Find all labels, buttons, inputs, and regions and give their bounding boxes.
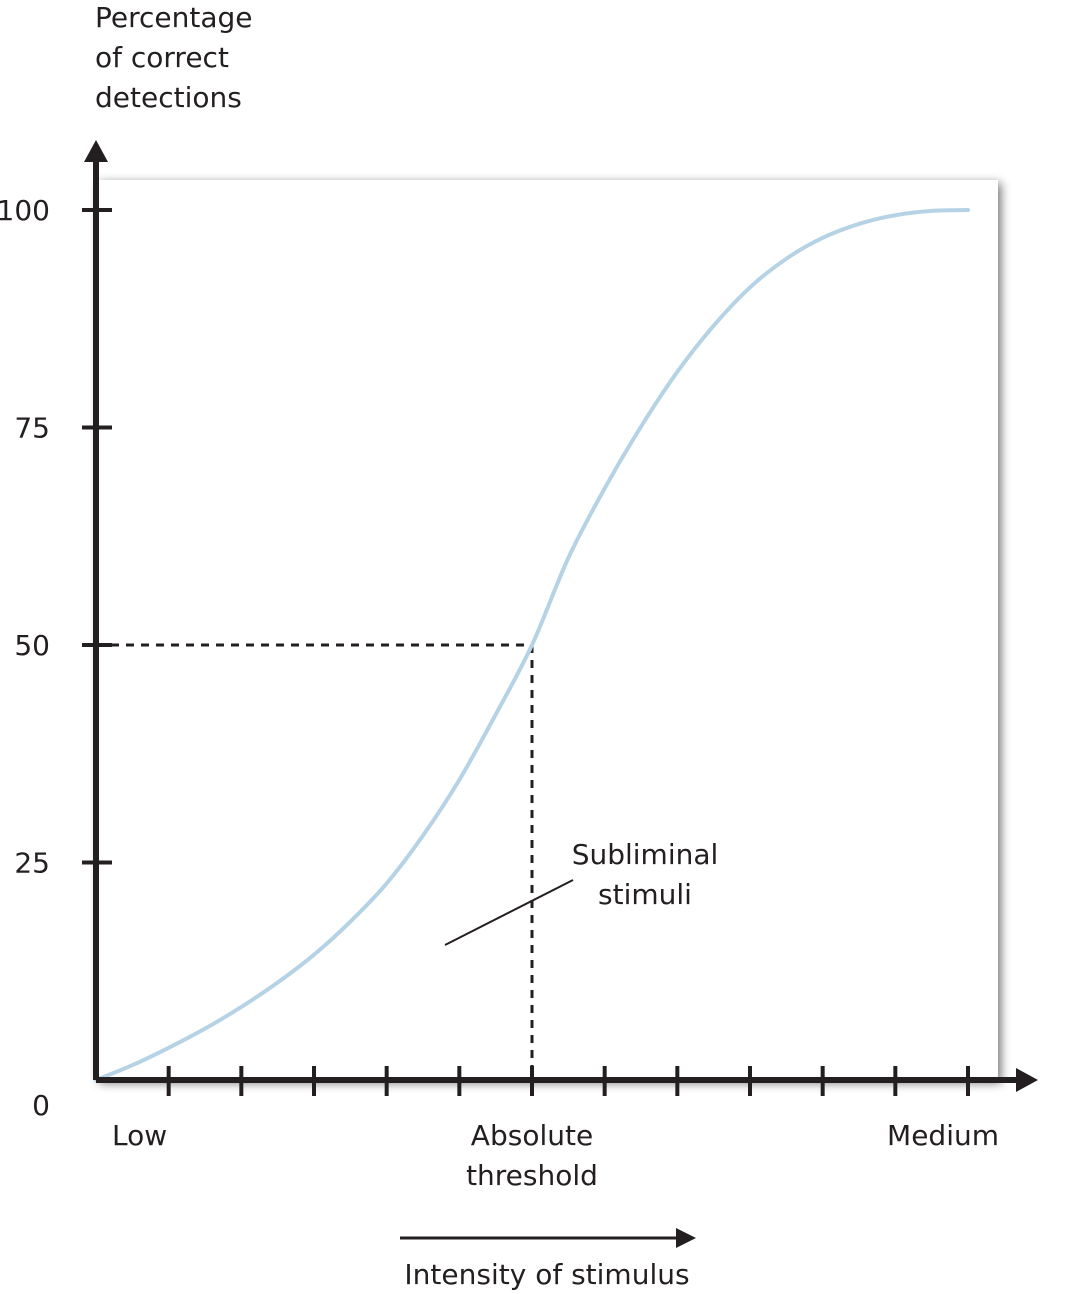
x-category-labels: Low Absolute threshold Medium xyxy=(112,1119,999,1192)
y-tick-label: 100 xyxy=(0,194,50,227)
ylabel: Percentage of correct detections xyxy=(95,1,253,114)
ylabel-line-2: of correct xyxy=(95,41,229,74)
annotation-pointer xyxy=(444,879,574,946)
x-category-label: Low xyxy=(112,1119,167,1152)
annotation-line-2: stimuli xyxy=(598,878,692,911)
x-axis-arrowhead xyxy=(1016,1068,1038,1092)
x-axis xyxy=(96,1068,1038,1092)
y-tick-label: 50 xyxy=(14,629,50,662)
y-axis-arrowhead xyxy=(84,140,108,162)
y-axis-ticks: 0 25 50 75 100 xyxy=(0,194,112,1122)
y-tick-label: 0 xyxy=(32,1089,50,1122)
series-line xyxy=(94,208,970,1082)
xlabel-group: Intensity of stimulus xyxy=(400,1228,696,1291)
x-category-label: Medium xyxy=(887,1119,999,1152)
annotation-line-1: Subliminal xyxy=(572,838,719,871)
ylabel-line-1: Percentage xyxy=(95,1,253,34)
x-category-label: Absolute xyxy=(471,1119,593,1152)
xlabel-arrowhead xyxy=(676,1228,696,1248)
ylabel-line-3: detections xyxy=(95,81,242,114)
y-axis xyxy=(84,140,108,1080)
threshold-guides xyxy=(96,643,534,1080)
xlabel: Intensity of stimulus xyxy=(404,1258,689,1291)
annotation: Subliminal stimuli xyxy=(444,838,719,946)
plot-panel xyxy=(96,180,998,1080)
series-layer xyxy=(94,208,970,1082)
y-tick-label: 75 xyxy=(14,412,50,445)
x-category-label: threshold xyxy=(466,1159,598,1192)
y-tick-label: 25 xyxy=(14,847,50,880)
